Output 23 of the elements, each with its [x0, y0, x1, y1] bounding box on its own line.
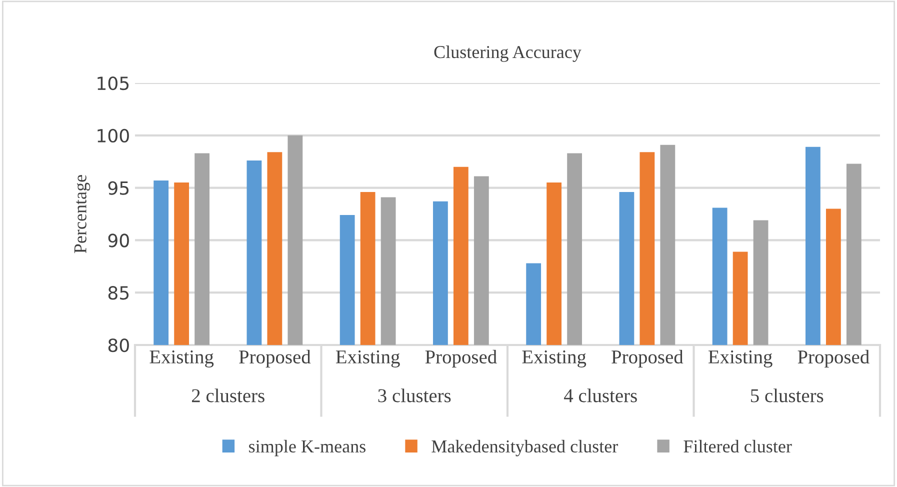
x-tick-label: Existing: [336, 350, 400, 368]
y-tick-label: 85: [108, 286, 129, 300]
x-tick-label: Existing: [708, 350, 772, 368]
y-tick-label: 80: [108, 338, 129, 352]
legend-label: simple K-means: [249, 440, 366, 456]
x-tick-label: Existing: [150, 350, 214, 368]
text: 3 clusters: [378, 388, 451, 402]
x-tick-label: Proposed: [798, 350, 870, 368]
x-tick-label: Proposed: [239, 350, 311, 368]
chart-title: Clustering Accuracy: [434, 45, 582, 62]
text: 2 clusters: [192, 388, 264, 402]
text: 5 clusters: [751, 388, 824, 402]
text: 4 clusters: [564, 388, 637, 402]
x-tick-label: Existing: [522, 350, 586, 368]
y-tick-label: 95: [108, 181, 129, 195]
y-tick-label: 105: [98, 76, 129, 90]
y-axis-title: Percentage: [74, 175, 90, 254]
legend-label: Makedensitybased cluster: [432, 440, 618, 456]
y-tick-label: 100: [98, 128, 129, 143]
legend-label: Filtered cluster: [684, 440, 792, 453]
y-tick-label: 90: [108, 234, 129, 248]
x-tick-label: Proposed: [612, 350, 684, 368]
x-tick-label: Proposed: [425, 350, 497, 368]
